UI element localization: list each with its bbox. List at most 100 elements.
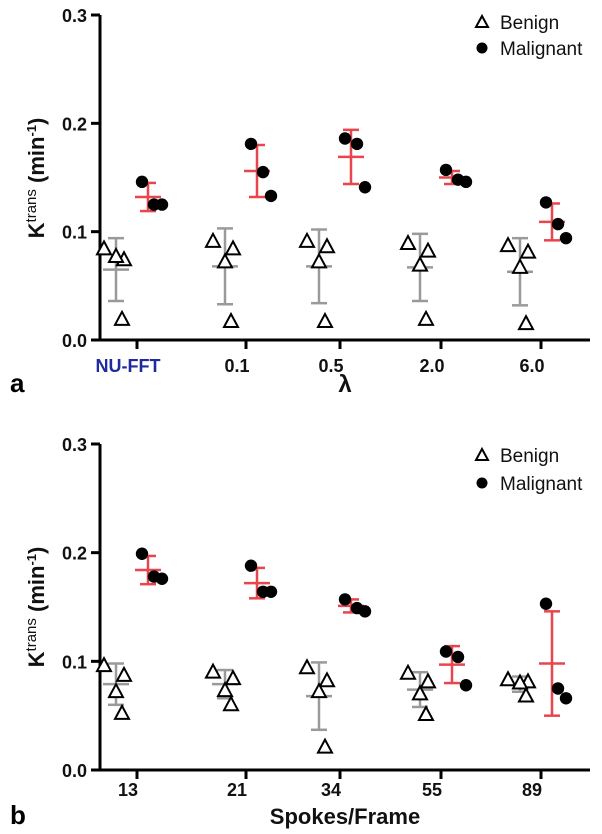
benign-point [115,665,133,682]
benign-point [411,255,429,272]
benign-point [224,669,242,686]
legend-malignant-label: Malignant [500,39,583,60]
y-axis-label-close: ) [24,547,49,554]
malignant-point [155,198,169,211]
y-axis-label-unit-superscript: -1 [24,554,39,566]
x-tick-label: 55 [422,780,442,800]
benign-point [517,686,535,703]
benign-point [222,311,240,328]
malignant-point [559,231,573,245]
x-tick-label: 6.0 [519,356,544,376]
benign-point [310,252,328,269]
benign-point [399,663,417,680]
y-axis-label-unit: (min [24,137,49,190]
y-axis-label-main: K [24,222,49,238]
malignant-point [358,605,372,618]
benign-point [310,682,328,699]
chart-panel-b: 0.0 0.1 0.2 0.3 13 21 34 55 89 Ktrans (min-1) Spok… [10,435,590,830]
legend-malignant-marker [476,477,488,489]
legend-benign-marker [474,13,490,28]
legend: Benign Malignant [474,446,583,495]
y-axis-label-unit-superscript: -1 [24,125,39,137]
benign-point [511,257,529,274]
panel-letter: b [10,800,26,830]
malignant-point [338,132,352,145]
legend-malignant-marker [476,42,488,54]
y-axis-label: Ktrans (min-1) [23,118,49,239]
x-tick-label: NU-FFT [96,356,161,376]
malignant-point [459,175,473,189]
y-tick-label: 0.2 [62,114,87,134]
x-tick-label: 34 [321,780,341,800]
benign-point [411,684,429,701]
benign-point [204,231,222,248]
panel-letter: a [10,368,25,398]
y-tick-label: 0.3 [62,435,87,455]
malignant-point [459,679,473,692]
benign-point [318,237,336,254]
y-axis-label-superscript: trans [23,618,40,651]
legend-benign-label: Benign [500,446,559,467]
y-axis-label-main: K [24,651,49,667]
y-axis-label-unit: (min [24,566,49,619]
malignant-point [264,189,278,203]
malignant-point [264,585,278,598]
x-axis-label: λ [338,371,351,398]
malignant-point [439,645,453,658]
y-axis-label-close: ) [24,118,49,125]
x-tick-label: 89 [522,780,542,800]
benign-point [298,658,316,675]
malignant-point [551,217,565,231]
malignant-point [539,196,553,209]
malignant-point [135,175,149,189]
benign-point [499,236,517,253]
benign-point [298,231,316,248]
malignant-point [451,650,465,664]
y-tick-label: 0.2 [62,544,87,564]
malignant-point [358,181,372,194]
legend-benign-label: Benign [500,13,559,34]
y-tick-label: 0.3 [62,6,87,26]
y-tick-label: 0.0 [62,331,87,351]
x-tick-label: 0.1 [224,356,249,376]
y-axis-label: Ktrans (min-1) [23,547,49,668]
benign-point [216,252,234,269]
benign-point [517,314,535,331]
benign-point [107,682,125,699]
legend-benign-marker [474,446,490,461]
malignant-point [244,559,258,572]
benign-point [316,311,334,328]
chart-panel-a: 0.0 0.1 0.2 0.3 NU-FFT 0.1 0.5 2.0 6.0 Ktrans (mi… [10,6,590,398]
malignant-point [350,137,364,151]
benign-point [419,672,437,689]
benign-point [417,309,435,326]
benign-point [316,737,334,754]
y-axis-label-superscript: trans [23,189,40,222]
benign-point [222,695,240,712]
x-axis-label: Spokes/Frame [270,804,420,829]
benign-point [417,704,435,721]
benign-point [318,671,336,688]
malignant-point [338,593,352,606]
benign-point [216,680,234,698]
benign-point [204,662,222,679]
malignant-point [559,692,573,705]
benign-point [113,703,131,720]
malignant-point [244,137,258,151]
benign-point [511,673,529,690]
y-tick-label: 0.1 [62,652,87,672]
benign-point [519,242,537,259]
benign-point [107,246,125,263]
malignant-point [135,547,149,560]
y-tick-label: 0.1 [62,223,87,243]
benign-point [95,655,113,673]
legend-malignant-label: Malignant [500,474,583,495]
benign-point [499,670,517,687]
x-tick-label: 0.5 [318,356,343,376]
malignant-point [256,165,270,179]
x-tick-label: 21 [227,780,247,800]
x-tick-label: 2.0 [419,356,444,376]
malignant-point [155,572,169,585]
malignant-point [539,597,553,610]
